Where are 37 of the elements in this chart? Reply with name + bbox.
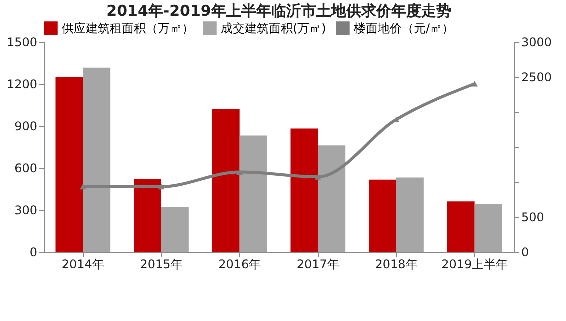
y-tick-label: 600: [14, 162, 38, 176]
bar: [134, 179, 162, 252]
point: [315, 174, 322, 180]
bar: [369, 180, 396, 252]
y2-tick-label: 3000: [522, 36, 552, 50]
point: [80, 184, 86, 190]
y-tick-label: 900: [14, 120, 38, 134]
bar: [290, 128, 318, 252]
bar: [474, 204, 502, 252]
point: [472, 81, 478, 87]
legend-label: 供应建筑租面积（万㎡）: [62, 21, 194, 36]
bar: [83, 68, 111, 252]
legend-label: 成交建筑面积(万㎡): [221, 21, 326, 36]
y2-tick-label: 500: [522, 210, 544, 224]
point: [158, 184, 165, 190]
y-tick-label: 0: [30, 246, 38, 260]
bar: [162, 207, 189, 252]
point: [236, 169, 243, 175]
bar: [212, 109, 240, 252]
chart-title: 2014年-2019年上半年临沂市土地供求价年度走势: [106, 2, 452, 20]
bar: [56, 77, 84, 252]
x-tick-label: 2017年: [296, 258, 340, 272]
y2-tick-label: 0: [522, 246, 530, 260]
bar: [318, 146, 346, 252]
x-tick-label: 2014年: [62, 258, 104, 272]
y-tick-label: 1200: [6, 78, 38, 92]
x-tick-label: 2016年: [218, 258, 262, 272]
y-tick-label: 300: [14, 204, 38, 218]
x-tick-label: 2019上半年: [442, 258, 508, 272]
x-tick-label: 2015年: [140, 258, 183, 272]
y2-tick-label: 2500: [522, 70, 552, 84]
legend-label: 楼面地价（元/㎡）: [354, 21, 454, 36]
y-tick-label: 1500: [6, 36, 38, 50]
bar: [447, 202, 475, 252]
bar: [396, 178, 424, 252]
x-tick-label: 2018年: [375, 258, 418, 272]
bar: [240, 136, 268, 252]
